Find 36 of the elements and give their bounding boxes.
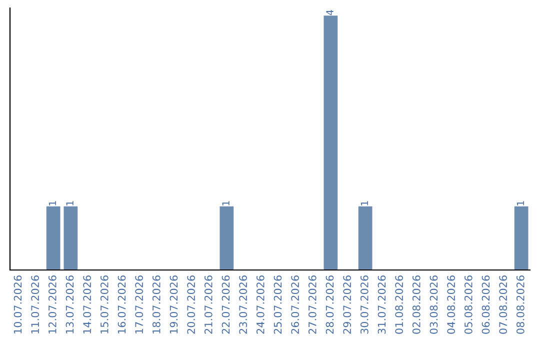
x-tick-label: 19.07.2026 (170, 276, 178, 334)
x-tick-label: 02.08.2026 (412, 276, 420, 334)
x-tick-label: 27.07.2026 (308, 276, 316, 334)
x-tick-label: 10.07.2026 (14, 276, 22, 334)
x-tick-label: 30.07.2026 (360, 276, 368, 334)
x-tick-label: 07.08.2026 (499, 276, 508, 334)
x-tick-label: 15.07.2026 (100, 276, 108, 334)
x-tick-label: 17.07.2026 (135, 276, 144, 334)
x-tick-label: 14.07.2026 (83, 276, 92, 334)
data-label: 1 (360, 201, 368, 206)
x-tick-label: 04.08.2026 (447, 276, 456, 334)
x-tick-label: 06.08.2026 (482, 276, 490, 334)
x-tick-label: 23.07.2026 (239, 276, 248, 334)
x-tick-label: 20.07.2026 (187, 276, 196, 334)
data-label: 4 (326, 10, 334, 16)
x-tick-label: 21.07.2026 (204, 276, 212, 334)
x-tick-label: 08.08.2026 (516, 276, 524, 334)
data-label: 1 (222, 201, 230, 206)
x-tick-label: 11.07.2026 (31, 276, 40, 334)
data-label: 1 (516, 201, 524, 206)
x-tick-label: 31.07.2026 (378, 276, 386, 334)
x-tick-label: 13.07.2026 (66, 276, 74, 334)
x-tick-label: 16.07.2026 (118, 276, 126, 334)
x-tick-label: 25.07.2026 (274, 276, 282, 334)
x-tick-label: 24.07.2026 (256, 276, 264, 334)
x-tick-label: 05.08.2026 (464, 276, 472, 334)
x-tick-label: 28.07.2026 (326, 276, 334, 334)
x-tick-label: 29.07.2026 (343, 276, 352, 334)
data-label: 1 (66, 201, 74, 206)
x-tick-label: 18.07.2026 (152, 276, 160, 334)
x-tick-label: 03.08.2026 (430, 276, 438, 334)
data-label: 1 (48, 201, 56, 206)
x-tick-label: 01.08.2026 (395, 276, 404, 334)
x-tick-label: 26.07.2026 (291, 276, 300, 334)
x-tick-label: 22.07.2026 (222, 276, 230, 334)
x-tick-label: 12.07.2026 (48, 276, 56, 334)
